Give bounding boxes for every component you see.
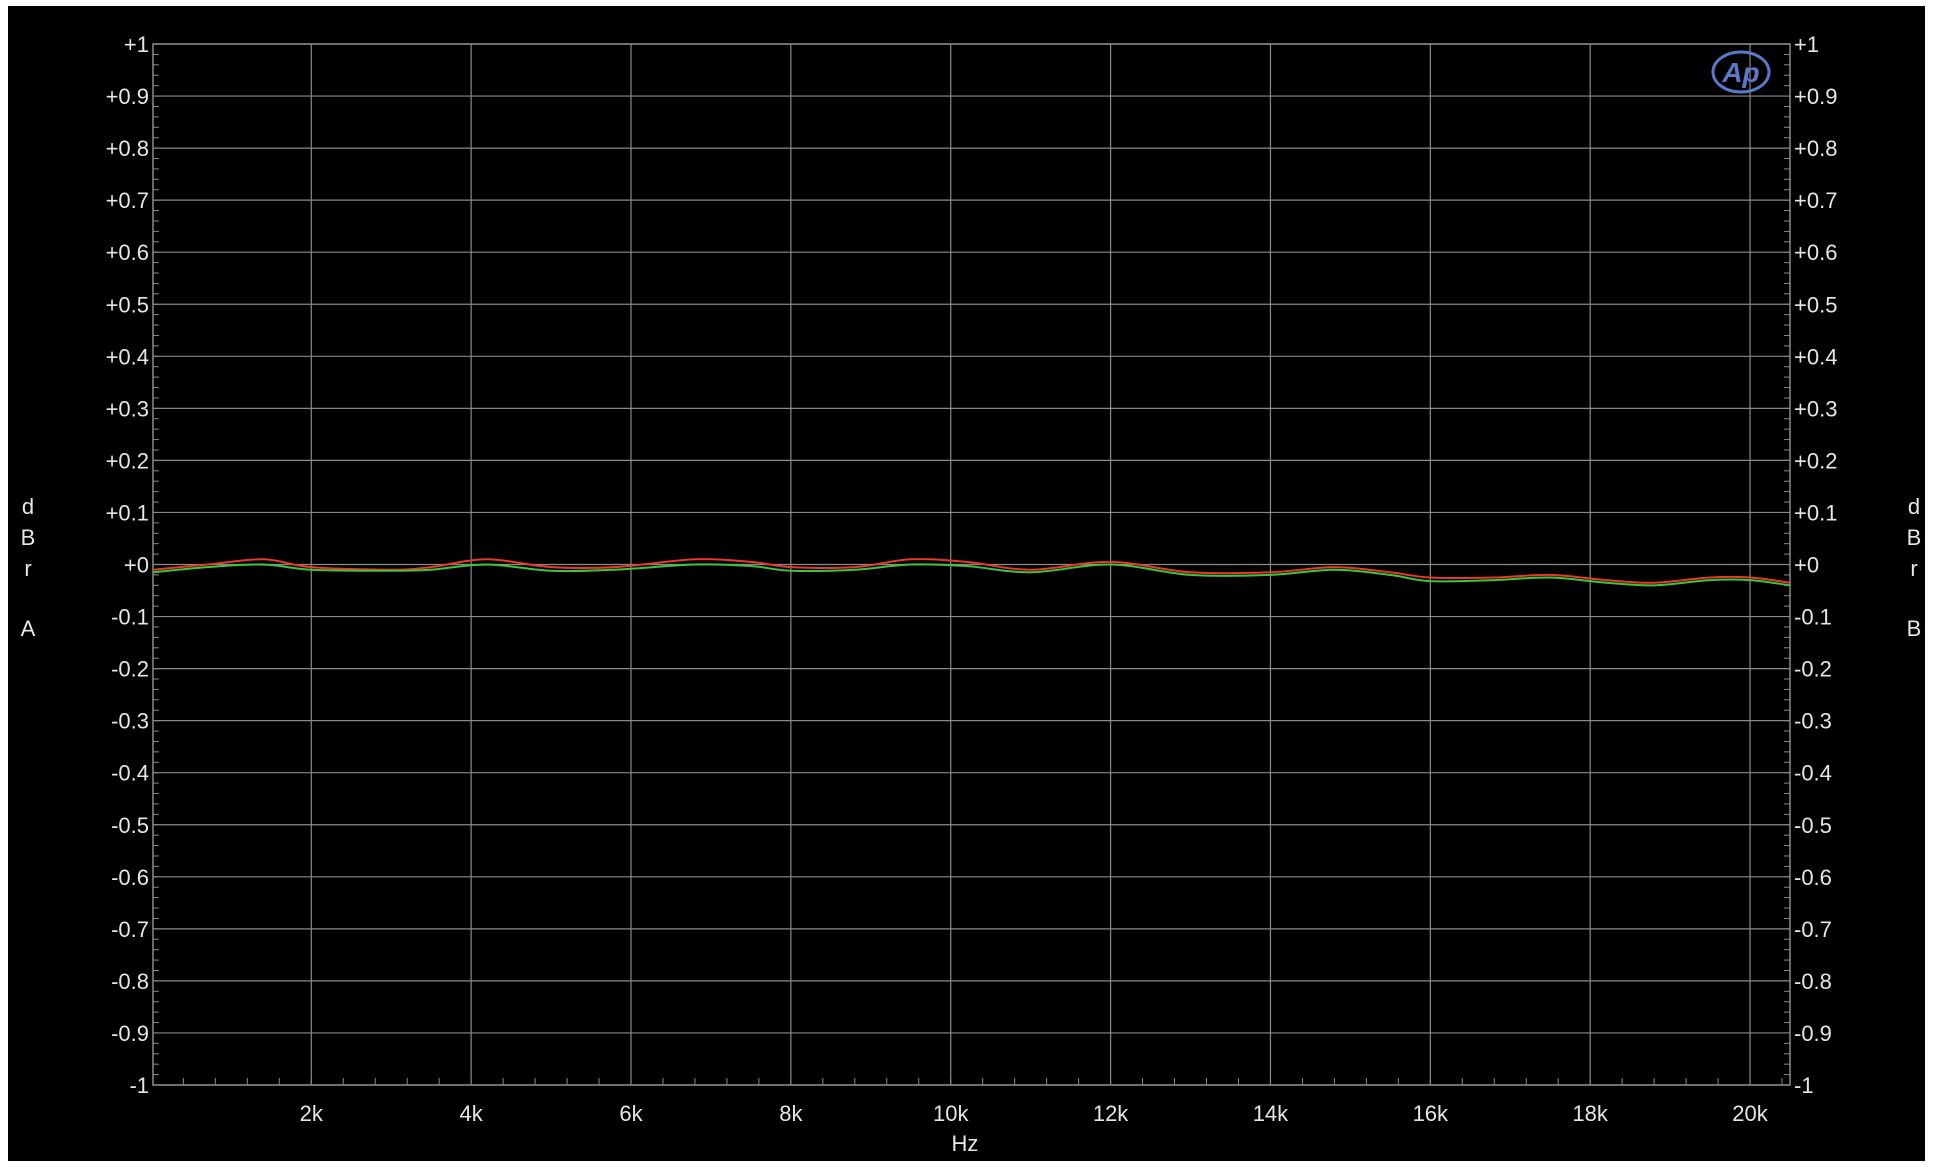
ap-logo: Ap [1711, 50, 1771, 94]
y-tick-label-right: -0.2 [1794, 657, 1832, 682]
y-tick-label-right: -0.3 [1794, 709, 1832, 734]
y-tick-label-left: -0.7 [111, 917, 149, 942]
grid [152, 43, 1791, 1086]
series-group [152, 558, 1791, 587]
y-tick-labels-left: +1 +0.9 +0.8 +0.7 +0.6 +0.5 +0.4 +0.3 +0.2 +0.1 +0… [106, 32, 149, 1098]
y-tick-label-right: -0.1 [1794, 605, 1832, 630]
x-tick-label: 6k [619, 1101, 643, 1126]
y-tick-label-right: +0.3 [1794, 396, 1837, 421]
y-tick-label-right: -0.4 [1794, 761, 1832, 786]
y-tick-label-right: +0.8 [1794, 136, 1837, 161]
x-axis-label: Hz [952, 1131, 979, 1156]
y-tick-label-right: -0.5 [1794, 813, 1832, 838]
y-tick-label-left: +0.1 [106, 500, 149, 525]
y-tick-label-left: +0.5 [106, 292, 149, 317]
x-tick-label: 4k [460, 1101, 484, 1126]
axis-label-letter: d [22, 494, 34, 519]
y-tick-label-left: +0.3 [106, 396, 149, 421]
y-tick-label-left: +1 [124, 32, 149, 57]
y-tick-label-right: +0.1 [1794, 500, 1837, 525]
y-tick-label-left: +0.6 [106, 240, 149, 265]
y-tick-labels-right: +1 +0.9 +0.8 +0.7 +0.6 +0.5 +0.4 +0.3 +0.2 +0.1 +0… [1794, 32, 1837, 1098]
y-tick-label-left: -0.5 [111, 813, 149, 838]
y-tick-label-left: -0.1 [111, 605, 149, 630]
y-tick-label-right: -0.9 [1794, 1021, 1832, 1046]
x-tick-labels: 2k 4k 6k 8k 10k 12k 14k 16k 18k 20k [300, 1101, 1769, 1126]
y-tick-label-left: -0.2 [111, 657, 149, 682]
y-tick-label-left: -0.3 [111, 709, 149, 734]
axis-label-letter: d [1908, 494, 1920, 519]
chart-background [8, 6, 1925, 1161]
y-tick-label-left: +0.2 [106, 448, 149, 473]
y-tick-label-right: -0.7 [1794, 917, 1832, 942]
x-tick-label: 12k [1093, 1101, 1129, 1126]
y-tick-label-right: -0.6 [1794, 865, 1832, 890]
ap-logo-ring [1711, 50, 1771, 94]
x-tick-label: 14k [1253, 1101, 1289, 1126]
y-tick-label-left: -1 [129, 1073, 149, 1098]
y-tick-label-left: -0.8 [111, 969, 149, 994]
y-tick-label-left: +0.9 [106, 84, 149, 109]
y-tick-label-right: +0.4 [1794, 344, 1837, 369]
x-tick-label: 16k [1413, 1101, 1449, 1126]
y-tick-label-left: +0.7 [106, 188, 149, 213]
frequency-response-chart: +1 +0.9 +0.8 +0.7 +0.6 +0.5 +0.4 +0.3 +0.2 +0.1 +0… [8, 6, 1925, 1161]
y-tick-label-right: +1 [1794, 32, 1819, 57]
y-tick-label-right: -1 [1794, 1073, 1814, 1098]
y-tick-label-left: +0.8 [106, 136, 149, 161]
y-tick-label-right: +0.6 [1794, 240, 1837, 265]
x-tick-label: 20k [1732, 1101, 1768, 1126]
y-tick-label-right: -0.8 [1794, 969, 1832, 994]
minor-ticks [153, 43, 1790, 1086]
y-tick-label-left: -0.6 [111, 865, 149, 890]
axis-label-letter: r [24, 556, 31, 581]
y-tick-label-right: +0.9 [1794, 84, 1837, 109]
axis-label-channel: A [21, 616, 36, 641]
chart-frame: +1 +0.9 +0.8 +0.7 +0.6 +0.5 +0.4 +0.3 +0.2 +0.1 +0… [8, 6, 1925, 1161]
y-tick-label-left: +0.4 [106, 344, 149, 369]
y-tick-label-right: +0.5 [1794, 292, 1837, 317]
axis-label-channel: B [1907, 616, 1922, 641]
axis-label-letter: B [1907, 525, 1922, 550]
x-tick-label: 8k [779, 1101, 803, 1126]
y-tick-label-left: -0.9 [111, 1021, 149, 1046]
axis-label-letter: r [1910, 556, 1917, 581]
y-tick-label-left: -0.4 [111, 761, 149, 786]
x-tick-label: 10k [933, 1101, 969, 1126]
y-tick-label-right: +0 [1794, 553, 1819, 578]
y-tick-label-left: +0 [124, 553, 149, 578]
y-tick-label-right: +0.7 [1794, 188, 1837, 213]
y-tick-label-right: +0.2 [1794, 448, 1837, 473]
y-axis-label-left: dBr A [21, 494, 36, 641]
axis-label-letter: B [21, 525, 36, 550]
series-line-1 [152, 558, 1791, 584]
ap-logo-text: Ap [1721, 57, 1759, 88]
x-tick-label: 2k [300, 1101, 324, 1126]
series-line-2 [152, 563, 1791, 587]
x-tick-label: 18k [1572, 1101, 1608, 1126]
